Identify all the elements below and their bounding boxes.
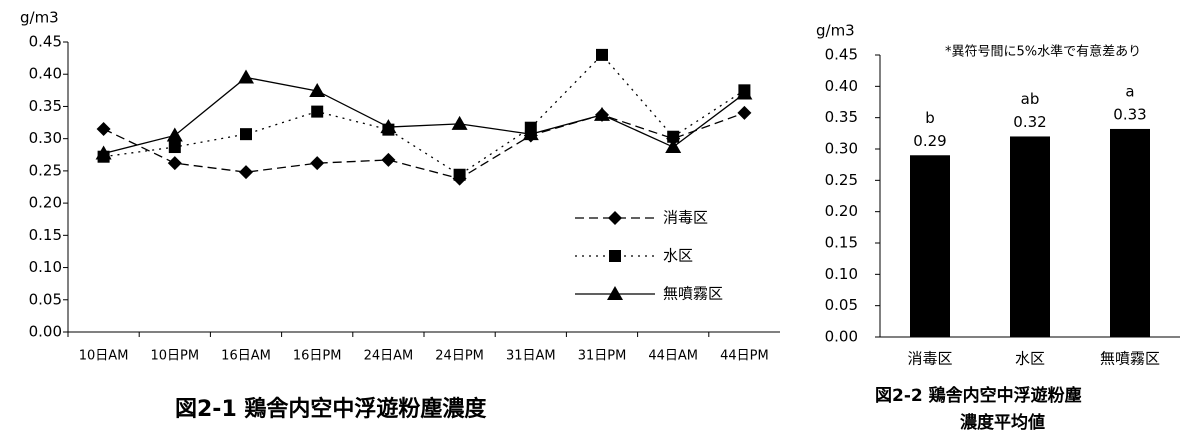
- y-tick-label: 0.20: [825, 202, 858, 220]
- y-tick-label: 0.25: [29, 161, 62, 179]
- marker: [238, 69, 254, 84]
- marker: [451, 115, 468, 130]
- marker: [594, 106, 610, 121]
- marker: [607, 286, 623, 300]
- series-line: [103, 76, 745, 155]
- marker: [736, 85, 753, 100]
- annotation: ab: [1021, 90, 1040, 108]
- marker: [311, 105, 324, 118]
- y-tick-label: 0.40: [825, 77, 858, 95]
- marker: [168, 141, 181, 154]
- marker: [608, 211, 622, 225]
- y-tick-label: 0.15: [29, 226, 62, 244]
- x-tick-label: 24日PM: [435, 349, 484, 364]
- y-tick-label: 0.45: [825, 46, 858, 64]
- marker: [309, 82, 326, 97]
- marker: [665, 139, 682, 154]
- marker: [596, 48, 608, 61]
- marker: [381, 152, 396, 167]
- x-tick-label: 無噴霧区: [1100, 350, 1160, 368]
- value-label: 0.32: [1013, 113, 1046, 131]
- y-axis-label: g/m3: [816, 22, 855, 40]
- legend-label: 無噴霧区: [663, 285, 723, 303]
- y-axis-label: g/m3: [20, 9, 59, 27]
- marker: [609, 250, 621, 262]
- marker: [522, 126, 539, 141]
- marker: [167, 156, 182, 171]
- value-label: 0.29: [913, 132, 946, 150]
- x-tick-label: 水区: [1015, 350, 1045, 368]
- marker: [96, 122, 111, 136]
- y-tick-label: 0.25: [825, 171, 858, 189]
- y-tick-label: 0.00: [29, 323, 62, 341]
- marker: [380, 119, 397, 134]
- y-tick-label: 0.05: [825, 296, 858, 314]
- y-tick-label: 0.30: [825, 140, 858, 158]
- y-tick-label: 0.35: [29, 97, 62, 115]
- marker: [240, 128, 252, 141]
- y-tick-label: 0.15: [825, 234, 858, 252]
- note: *異符号間に5%水準で有意差あり: [945, 44, 1141, 60]
- x-tick-label: 16日AM: [221, 349, 271, 364]
- x-tick-label: 44日AM: [648, 349, 698, 364]
- legend-label: 消毒区: [663, 209, 708, 227]
- y-tick-label: 0.20: [29, 194, 62, 212]
- x-tick-label: 24日AM: [364, 349, 414, 364]
- value-label: 0.33: [1113, 105, 1146, 123]
- y-tick-label: 0.10: [825, 265, 858, 283]
- chart-title: 図2-2 鶏舎内空中浮遊粉塵: [875, 385, 1082, 406]
- y-tick-label: 0.00: [825, 328, 858, 346]
- x-tick-label: 31日PM: [578, 349, 627, 364]
- x-tick-label: 31日AM: [506, 349, 556, 364]
- chart-title: 濃度平均値: [960, 412, 1045, 433]
- marker: [239, 165, 253, 180]
- marker: [310, 156, 325, 171]
- y-tick-label: 0.10: [29, 258, 62, 276]
- x-tick-label: 44日PM: [720, 349, 769, 364]
- annotation: b: [925, 109, 935, 127]
- x-tick-label: 消毒区: [907, 350, 952, 368]
- marker: [737, 105, 752, 120]
- marker: [166, 127, 183, 142]
- x-tick-label: 10日PM: [150, 349, 199, 364]
- chart-title: 図2-1 鶏舎内空中浮遊粉塵濃度: [175, 396, 487, 422]
- x-tick-label: 10日AM: [79, 349, 129, 364]
- legend-label: 水区: [663, 247, 693, 265]
- bar: [1110, 128, 1150, 337]
- bar: [1010, 136, 1050, 337]
- series-line: [103, 112, 745, 180]
- y-tick-label: 0.45: [29, 33, 62, 51]
- y-tick-label: 0.35: [825, 108, 858, 126]
- y-tick-label: 0.30: [29, 129, 62, 147]
- marker: [453, 168, 466, 181]
- annotation: a: [1125, 82, 1134, 100]
- marker: [95, 145, 112, 160]
- y-tick-label: 0.05: [29, 290, 62, 308]
- y-tick-label: 0.40: [29, 65, 62, 83]
- bar: [910, 155, 950, 337]
- marker: [667, 130, 680, 143]
- x-tick-label: 16日PM: [293, 349, 342, 364]
